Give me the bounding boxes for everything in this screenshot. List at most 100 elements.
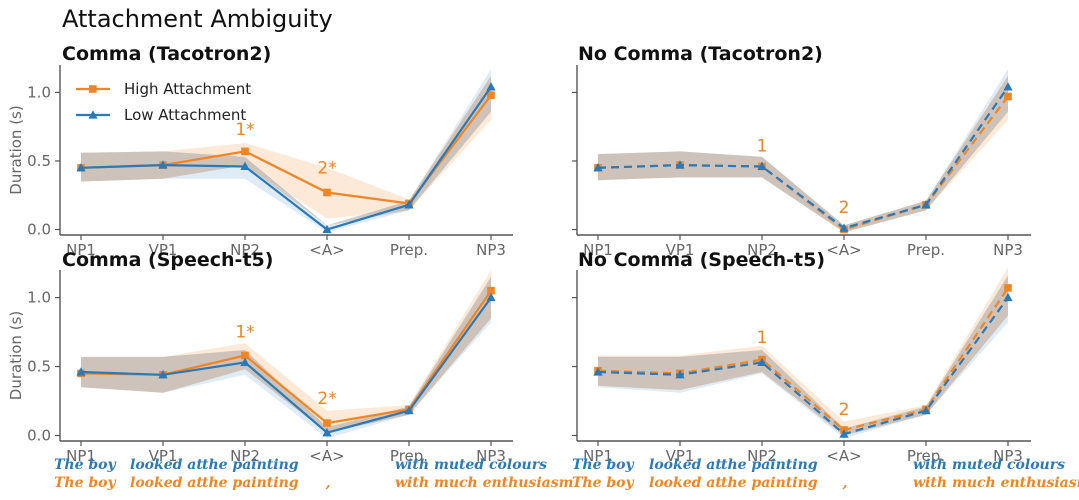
sentence-word-high: the painting [721,475,818,491]
data-point-low-attachment [839,223,849,232]
confidence-band [598,267,1008,436]
data-point-low-attachment [404,405,414,415]
confidence-band [598,69,1008,233]
x-tick-label: NP1 [66,447,96,465]
sentence-word-high: , [842,475,848,491]
panel-title: No Comma (Speech-t5) [578,249,825,271]
panel-title: Comma (Tacotron2) [62,43,271,65]
data-point-high-attachment [487,286,495,295]
data-point-high-attachment [241,147,249,156]
sentence-word-low: The boy [54,457,117,473]
sentence-word-low: muted colours [434,457,547,473]
sentence-word-low: muted colours [952,457,1065,473]
confidence-band [81,270,491,433]
data-point-low-attachment [322,224,332,234]
data-point-low-attachment [240,357,250,366]
x-tick-label: NP1 [66,241,96,259]
sentence-labels: The boy looked at the painting with muted co… [54,457,1079,491]
x-tick-label: NP1 [583,241,613,259]
data-point-high-attachment [487,91,495,99]
data-point-high-attachment [1004,284,1012,292]
sentence-word-high: , [325,475,331,491]
sentence-word-low: The boy [572,457,635,473]
data-point-low-attachment [757,357,767,366]
sentence-word-high: looked at [130,475,203,491]
data-point-high-attachment [323,419,331,427]
sentence-word-high: the painting [202,475,299,491]
series-line-high-attachment [597,287,1009,432]
series-line-low-attachment [80,86,492,231]
data-point-high-attachment [1004,92,1012,101]
legend-marker-high [89,85,97,93]
sentence-word-high: looked at [649,475,722,491]
x-tick-label: Prep. [390,447,428,465]
data-point-low-attachment [404,200,414,209]
x-tick-label: VP1 [666,241,695,259]
significance-annotation: 1 [757,328,768,348]
x-tick-label: <A> [826,447,861,465]
confidence-band [598,275,1008,439]
x-tick-label: NP3 [476,447,506,465]
data-point-high-attachment [323,188,331,197]
legend-label-high: High Attachment [124,80,251,98]
confidence-band-overlap [598,76,1008,233]
data-point-low-attachment [757,161,767,171]
x-tick-label: <A> [309,241,344,259]
data-point-high-attachment [241,351,249,360]
figure-title: Attachment Ambiguity [62,5,333,33]
y-axis-label: Duration (s) [7,105,25,194]
chart-panel: No Comma (Speech-t5) NP1 VP1 NP2 <A> Prep. NP3… [572,249,1031,465]
x-tick-label: NP2 [747,447,777,465]
chart-panel: No Comma (Tacotron2) NP1 VP1 NP2 <A> Prep. NP3… [572,43,1031,259]
data-point-low-attachment [486,292,496,302]
data-point-low-attachment [1003,292,1013,302]
data-point-low-attachment [322,427,332,437]
confidence-band-overlap [598,275,1008,436]
x-tick-label: NP2 [230,447,260,465]
data-point-low-attachment [675,370,685,379]
significance-annotation: 2* [317,158,336,178]
data-point-low-attachment [76,367,86,376]
x-tick-label: <A> [826,241,861,259]
data-point-low-attachment [593,163,603,172]
y-tick-label: 0.5 [27,358,51,376]
sentence-word-high: with [395,475,429,491]
significance-annotation: 2 [839,198,850,218]
x-tick-label: NP3 [993,241,1023,259]
x-tick-label: NP3 [476,241,506,259]
sentence-word-high: with [913,475,947,491]
sentence-word-low: with [913,457,947,473]
sentence-word-high: The boy [572,475,635,491]
y-tick-label: 0.0 [27,221,51,239]
significance-annotation: 1* [235,120,254,140]
y-axis-label: Duration (s) [7,311,25,400]
sentence-word-low: the painting [202,457,299,473]
sentence-word-low: looked at [130,457,203,473]
data-point-low-attachment [839,429,849,438]
sentence-word-high: The boy [54,475,117,491]
panel-title: Comma (Speech-t5) [62,249,273,271]
legend-label-low: Low Attachment [124,106,246,124]
x-tick-label: VP1 [149,447,178,465]
series-line-low-attachment [597,296,1009,436]
significance-annotation: 2* [317,389,336,409]
confidence-band [81,76,491,219]
series-line-low-attachment [597,86,1009,230]
data-point-low-attachment [675,160,685,169]
x-tick-label: <A> [309,447,344,465]
significance-annotation: 2 [839,400,850,420]
confidence-band-overlap [81,276,491,433]
data-point-low-attachment [1003,82,1013,91]
x-tick-label: VP1 [666,447,695,465]
data-point-low-attachment [486,82,496,91]
legend: High Attachment Low Attachment [76,80,251,124]
significance-annotation: 1 [757,136,768,156]
confidence-band [81,69,491,233]
y-tick-label: 1.0 [27,289,51,307]
x-tick-label: Prep. [390,241,428,259]
data-point-low-attachment [158,370,168,379]
sentence-word-low: the painting [721,457,818,473]
